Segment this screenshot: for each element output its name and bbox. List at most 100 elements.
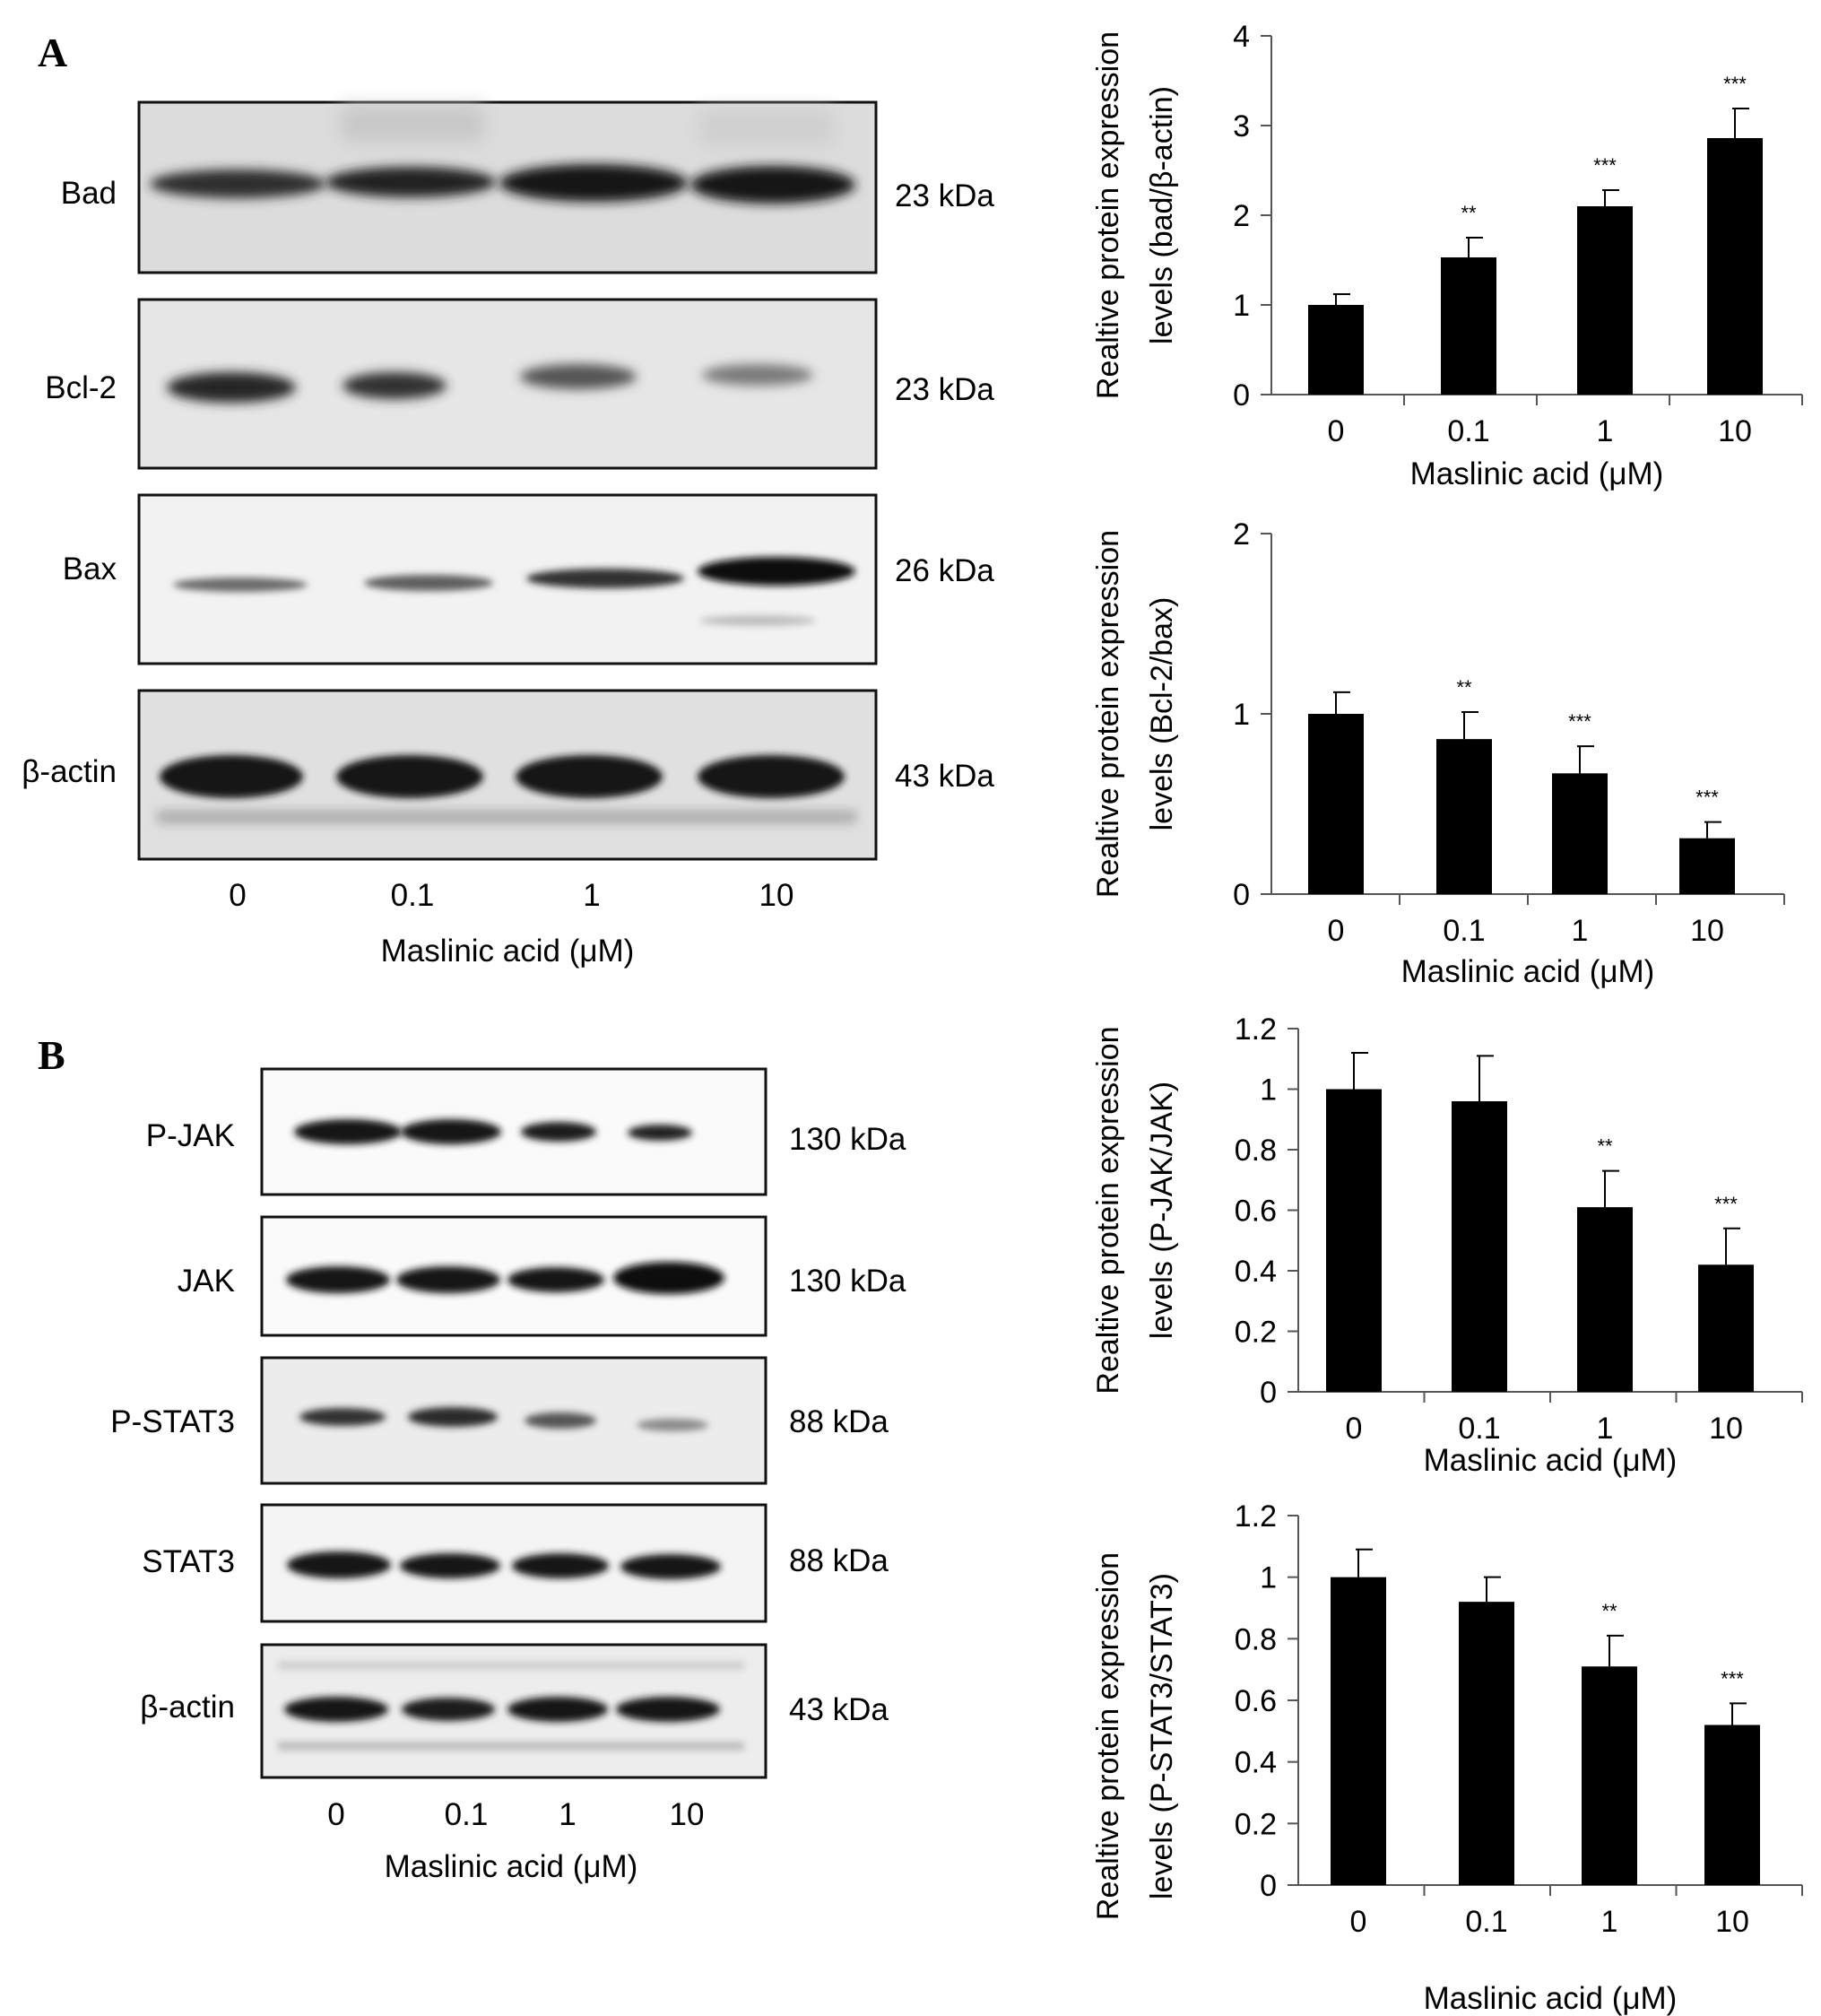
x-tick-label: 0.1: [1443, 914, 1485, 948]
bar: [1552, 773, 1608, 894]
band: [400, 1553, 500, 1578]
y-tick-label: 4: [1233, 20, 1250, 54]
bar-chart-4: 0 0.2 0.4 0.6 0.8 1 1.2 0 0.1 ** 1 *** 10 Maslinic ac…: [1091, 1499, 1803, 2016]
significance-label: **: [1601, 1600, 1617, 1622]
y-tick-label: 0: [1233, 378, 1250, 413]
x-tick-label: 1: [1601, 1905, 1618, 1939]
x-axis-title: Maslinic acid (μM): [1424, 1443, 1678, 1478]
y-tick-label: 1.2: [1235, 1012, 1277, 1047]
y-axis-title: levels (Bcl-2/bax): [1145, 597, 1179, 831]
band: [628, 1125, 692, 1141]
x-tick-label: 0.1: [1447, 414, 1489, 448]
bar: [1679, 838, 1735, 894]
band: [286, 1266, 390, 1293]
y-tick-label: 0: [1260, 1376, 1277, 1410]
lane-label: 1: [583, 878, 600, 913]
bar: [1707, 138, 1763, 395]
blot-label-bax: Bax: [63, 552, 117, 587]
blot-stat3: [260, 1503, 767, 1623]
band: [702, 364, 813, 386]
panel-b-blots: P-JAK JAK P-STAT3 STAT3 β-actin 130 kDa …: [110, 1067, 906, 1884]
blot-jak: [260, 1215, 767, 1337]
significance-label: ***: [1723, 73, 1747, 95]
band: [325, 167, 496, 197]
significance-label: ***: [1714, 1193, 1738, 1215]
lane-label: 0: [229, 878, 246, 913]
band: [526, 569, 684, 588]
kda-label-beta-actin-b: 43 kDa: [789, 1692, 889, 1727]
y-tick-label: 0.8: [1235, 1622, 1277, 1656]
panel-a-blots: Bad Bcl-2 Bax β-actin 23 kDa 23 kDa 26 k…: [22, 100, 994, 969]
blot-p-jak: [260, 1067, 767, 1196]
bar: [1452, 1101, 1507, 1392]
blot-label-stat3: STAT3: [142, 1544, 235, 1579]
blot-label-p-jak: P-JAK: [146, 1118, 235, 1153]
y-tick-label: 1: [1233, 289, 1250, 323]
y-tick-label: 1: [1233, 698, 1250, 732]
band: [620, 1554, 721, 1579]
y-axis-title: Realtive protein expression: [1091, 31, 1125, 399]
lane-label: 0.1: [445, 1797, 489, 1832]
blot-beta-actin-a: [137, 689, 878, 861]
y-tick-label: 0.2: [1235, 1807, 1277, 1841]
blot-p-stat3: [260, 1356, 767, 1485]
x-tick-label: 0: [1328, 914, 1345, 948]
y-tick-label: 3: [1233, 109, 1250, 143]
y-tick-label: 2: [1233, 199, 1250, 233]
bar: [1577, 1207, 1633, 1392]
blot-bad: [137, 100, 878, 274]
band: [343, 372, 447, 399]
blot-beta-actin-b: [260, 1643, 767, 1779]
band: [698, 557, 855, 586]
band: [698, 755, 845, 798]
y-tick-label: 0.4: [1235, 1746, 1277, 1780]
band: [402, 1698, 495, 1721]
panel-b-letter: B: [38, 1032, 65, 1078]
band: [150, 169, 325, 198]
y-tick-label: 2: [1233, 517, 1250, 552]
bar: [1577, 206, 1633, 395]
bar: [1308, 305, 1364, 395]
blot-label-jak: JAK: [178, 1264, 235, 1299]
blot-x-title: Maslinic acid (μM): [381, 934, 635, 969]
bar: [1331, 1577, 1386, 1885]
significance-label: ***: [1721, 1667, 1744, 1690]
kda-label-bad: 23 kDa: [895, 178, 994, 213]
panel-a-letter: A: [38, 30, 67, 75]
bar-chart-2: 0 1 2 0 ** 0.1 *** 1 *** 10 Maslinic acid (μM) Real…: [1091, 517, 1785, 989]
y-tick-label: 0.6: [1235, 1195, 1277, 1229]
y-tick-label: 1: [1260, 1561, 1277, 1595]
blot-label-beta-actin-b: β-actin: [140, 1690, 235, 1725]
kda-label-p-jak: 130 kDa: [789, 1122, 906, 1157]
bar: [1308, 714, 1364, 894]
band: [637, 1419, 708, 1431]
band: [299, 1408, 386, 1426]
kda-label-bcl2: 23 kDa: [895, 372, 994, 407]
x-tick-label: 10: [1690, 914, 1724, 948]
band: [401, 1119, 501, 1144]
significance-label: **: [1597, 1135, 1613, 1158]
significance-label: ***: [1568, 710, 1591, 733]
band: [167, 372, 296, 403]
kda-label-p-stat3: 88 kDa: [789, 1404, 889, 1439]
x-tick-label: 1: [1597, 1412, 1614, 1446]
bar-chart-3: 0 0.2 0.4 0.6 0.8 1 1.2 0 0.1 ** 1 *** 10 Maslinic ac…: [1091, 1012, 1803, 1478]
blot-label-bad: Bad: [61, 176, 117, 211]
band: [499, 164, 688, 202]
lane-label: 0: [327, 1797, 344, 1832]
y-axis-title: levels (bad/β-actin): [1145, 86, 1179, 344]
blot-label-bcl2: Bcl-2: [45, 370, 117, 405]
x-tick-label: 1: [1597, 414, 1614, 448]
x-axis-title: Maslinic acid (μM): [1410, 456, 1664, 491]
y-tick-label: 0.2: [1235, 1316, 1277, 1350]
y-axis-title: Realtive protein expression: [1091, 1552, 1125, 1920]
x-tick-label: 0: [1350, 1905, 1367, 1939]
band: [173, 578, 308, 592]
y-axis-title: Realtive protein expression: [1091, 1026, 1125, 1394]
band: [525, 1412, 596, 1429]
y-axis-title: Realtive protein expression: [1091, 530, 1125, 898]
band: [507, 1267, 604, 1292]
y-tick-label: 0.8: [1235, 1134, 1277, 1168]
x-tick-label: 0.1: [1458, 1412, 1500, 1446]
y-axis-title: levels (P-STAT3/STAT3): [1145, 1573, 1179, 1899]
